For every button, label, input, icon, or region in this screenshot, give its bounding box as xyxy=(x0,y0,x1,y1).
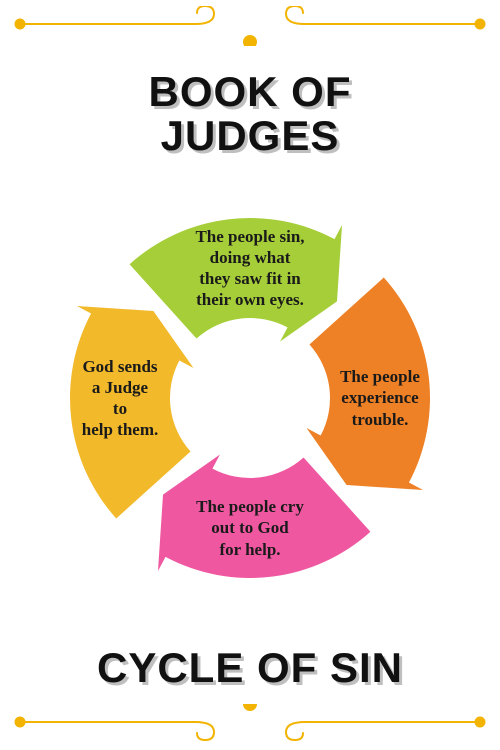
title-line-2: JUDGES xyxy=(161,112,340,159)
cycle-diagram: The people sin,doing whatthey saw fit in… xyxy=(50,198,450,598)
cycle-label-sin: The people sin,doing whatthey saw fit in… xyxy=(160,226,340,311)
cycle-label-judge: God sendsa Judgetohelp them. xyxy=(50,356,190,441)
subtitle: CYCLE OF SIN xyxy=(0,644,500,692)
ornament-top xyxy=(0,6,500,46)
cycle-label-cry: The people cryout to Godfor help. xyxy=(160,496,340,560)
subtitle-text: CYCLE OF SIN xyxy=(97,644,403,691)
ornament-bottom xyxy=(0,704,500,744)
title-line-1: BOOK OF xyxy=(149,68,352,115)
cycle-label-trouble: The peopleexperiencetrouble. xyxy=(305,366,455,430)
page-title: BOOK OF JUDGES xyxy=(0,70,500,158)
